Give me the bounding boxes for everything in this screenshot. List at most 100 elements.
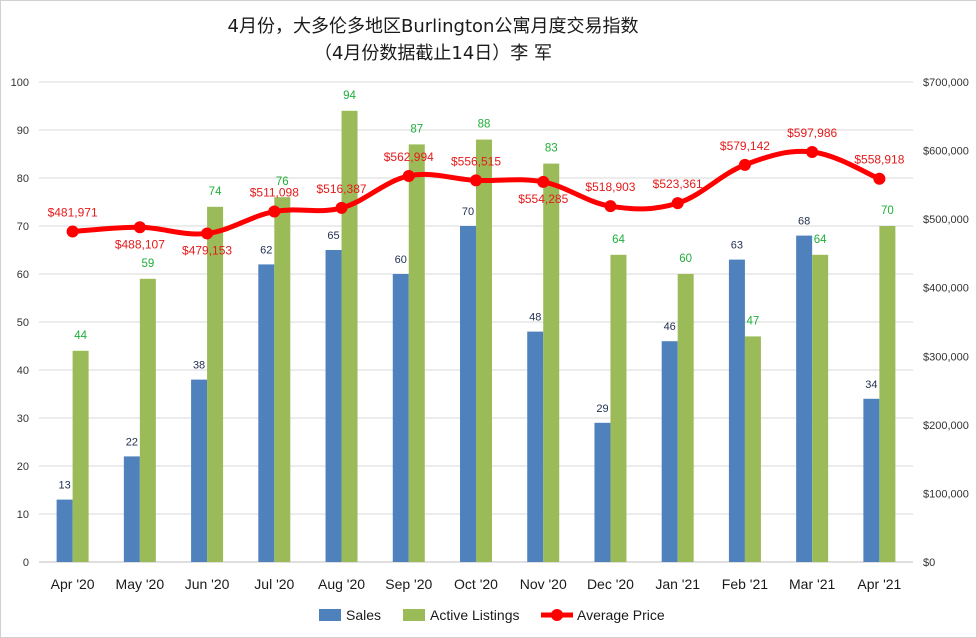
sales-bar bbox=[325, 250, 342, 562]
price-line bbox=[66, 145, 886, 240]
listings-value-label: 76 bbox=[276, 176, 289, 188]
listings-bar bbox=[408, 144, 425, 562]
right-tick-label: $100,000 bbox=[923, 488, 969, 500]
sales-value-label: 70 bbox=[462, 206, 474, 218]
category-label: Apr '21 bbox=[857, 576, 901, 592]
price-marker bbox=[201, 227, 214, 240]
sales-value-label: 38 bbox=[193, 360, 205, 372]
sales-bar bbox=[594, 422, 611, 562]
price-marker bbox=[806, 145, 819, 158]
category-label: Apr '20 bbox=[51, 576, 95, 592]
listings-bar bbox=[812, 254, 829, 563]
price-value-label: $579,142 bbox=[720, 139, 770, 153]
right-tick-label: $600,000 bbox=[923, 146, 969, 158]
sales-value-label: 65 bbox=[327, 230, 339, 242]
listings-bar bbox=[341, 110, 358, 563]
price-marker bbox=[671, 197, 684, 210]
price-marker bbox=[133, 221, 146, 234]
price-value-label: $558,918 bbox=[854, 153, 904, 167]
left-axis: 0 10 20 30 40 50 60 70 80 90 100 bbox=[11, 77, 29, 569]
price-value-label: $518,903 bbox=[585, 180, 635, 194]
listings-bar bbox=[744, 336, 761, 562]
legend-price-label: Average Price bbox=[577, 607, 665, 623]
listings-bar bbox=[543, 163, 560, 562]
price-value-label: $488,107 bbox=[115, 237, 165, 251]
legend-price-marker bbox=[551, 609, 563, 621]
left-tick-label: 80 bbox=[17, 173, 29, 185]
left-tick-label: 0 bbox=[23, 557, 29, 569]
sales-bar bbox=[661, 341, 678, 562]
left-tick-label: 40 bbox=[17, 365, 29, 377]
sales-bar bbox=[56, 499, 73, 562]
category-label: Feb '21 bbox=[722, 576, 768, 592]
listings-bar bbox=[476, 139, 492, 562]
listings-value-label: 74 bbox=[209, 186, 222, 198]
left-tick-label: 10 bbox=[17, 509, 29, 521]
right-tick-label: $200,000 bbox=[923, 420, 969, 432]
left-tick-label: 50 bbox=[17, 317, 29, 329]
listings-value-label: 94 bbox=[343, 90, 356, 102]
price-value-label: $481,971 bbox=[48, 206, 98, 220]
legend-listings-label: Active Listings bbox=[430, 607, 519, 623]
sales-bar bbox=[392, 274, 409, 562]
listings-value-label: 70 bbox=[881, 205, 894, 217]
price-value-label: $523,361 bbox=[653, 177, 703, 191]
right-tick-label: $0 bbox=[923, 557, 935, 569]
sales-value-label: 62 bbox=[260, 244, 272, 256]
right-tick-label: $700,000 bbox=[923, 77, 969, 89]
sales-bar bbox=[728, 259, 745, 562]
left-tick-label: 60 bbox=[17, 269, 29, 281]
listings-value-label: 83 bbox=[545, 143, 558, 155]
listings-value-label: 64 bbox=[814, 234, 827, 246]
category-axis: Apr '20 May '20 Jun '20 Jul '20 Aug '20 Sep '… bbox=[51, 576, 902, 592]
listings-value-label: 44 bbox=[74, 330, 87, 342]
price-value-label: $516,387 bbox=[317, 182, 367, 196]
category-label: Jan '21 bbox=[655, 576, 700, 592]
right-tick-label: $300,000 bbox=[923, 351, 969, 363]
legend-sales-swatch bbox=[319, 609, 341, 621]
category-label: Jun '20 bbox=[185, 576, 230, 592]
right-axis: $0 $100,000 $200,000 $300,000 $400,000 $500,0… bbox=[923, 77, 969, 569]
legend-sales-label: Sales bbox=[346, 607, 381, 623]
price-value-label: $597,986 bbox=[787, 126, 837, 140]
price-value-label: $554,285 bbox=[518, 192, 568, 206]
legend: Sales Active Listings Average Price bbox=[319, 607, 665, 623]
sales-value-label: 48 bbox=[529, 312, 541, 324]
price-marker bbox=[268, 205, 281, 218]
sales-value-label: 46 bbox=[664, 321, 676, 333]
price-value-label: $556,515 bbox=[451, 154, 501, 168]
left-tick-label: 70 bbox=[17, 221, 29, 233]
sales-value-label: 13 bbox=[58, 480, 70, 492]
left-tick-label: 20 bbox=[17, 461, 29, 473]
sales-bar bbox=[191, 379, 208, 562]
listings-value-label: 60 bbox=[679, 253, 692, 265]
price-marker bbox=[335, 201, 348, 214]
chart-title: 4月份，大多伦多地区Burlington公寓月度交易指数 bbox=[228, 16, 639, 37]
listings-bar bbox=[879, 226, 896, 562]
left-tick-label: 30 bbox=[17, 413, 29, 425]
left-tick-label: 90 bbox=[17, 125, 29, 137]
legend-listings-swatch bbox=[403, 609, 425, 621]
price-marker bbox=[873, 172, 886, 185]
sales-bar bbox=[258, 264, 275, 562]
sales-value-label: 34 bbox=[865, 379, 877, 391]
price-marker bbox=[470, 174, 482, 187]
price-value-label: $479,153 bbox=[182, 243, 232, 257]
category-label: May '20 bbox=[116, 576, 165, 592]
listings-bar bbox=[610, 254, 627, 563]
category-label: Mar '21 bbox=[789, 576, 835, 592]
right-tick-label: $500,000 bbox=[923, 214, 969, 226]
price-marker bbox=[738, 158, 751, 171]
data-labels: 13 44 22 59 38 74 62 76 65 94 60 87 70 88 48 83 29 64 46 60… bbox=[48, 90, 905, 492]
price-value-label: $562,994 bbox=[384, 150, 434, 164]
chart-subtitle: （4月份数据截止14日）李 军 bbox=[314, 43, 552, 64]
listings-value-label: 88 bbox=[478, 119, 491, 131]
price-marker bbox=[537, 175, 550, 188]
sales-bar bbox=[796, 235, 813, 562]
left-tick-label: 100 bbox=[11, 77, 29, 89]
listings-value-label: 87 bbox=[410, 123, 423, 135]
sales-bar bbox=[460, 226, 476, 562]
listings-bar bbox=[139, 278, 156, 562]
